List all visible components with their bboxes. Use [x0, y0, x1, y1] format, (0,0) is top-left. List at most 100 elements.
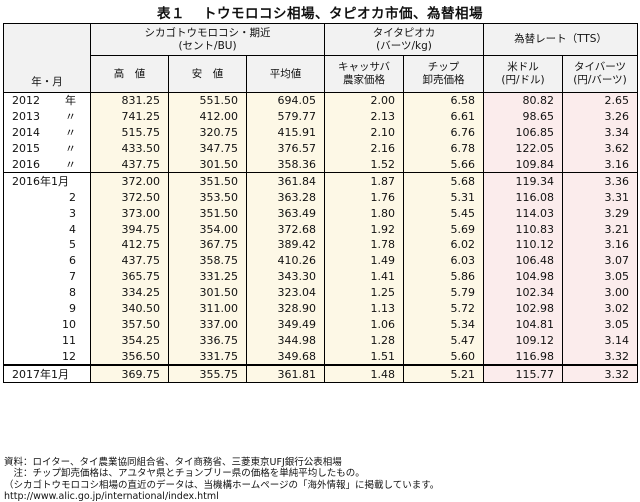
cell-chip: 6.76	[403, 124, 485, 141]
header-low: 安 値	[168, 55, 247, 93]
cell-chip: 5.69	[403, 221, 485, 238]
cell-low: 355.75	[168, 364, 247, 384]
table-title: 表１ トウモロコシ相場、タピオカ市価、為替相場	[0, 2, 640, 22]
cell-thb: 3.14	[562, 332, 639, 349]
cell-high: 334.25	[90, 284, 169, 301]
cell-thb: 3.00	[562, 284, 639, 301]
cell-high: 369.75	[90, 364, 169, 384]
year: 2015	[12, 142, 40, 156]
table-row: 2013 〃 741.25 412.00 579.77 2.13 6.61 98.…	[3, 108, 639, 125]
cell-cassava: 1.49	[324, 252, 405, 269]
cell-thb: 3.02	[562, 300, 639, 317]
cell-low: 347.75	[168, 140, 247, 157]
cell-avg: 361.84	[245, 172, 326, 190]
cell-chip: 5.31	[403, 189, 485, 206]
cell-usd: 106.48	[483, 252, 564, 269]
header-chip: チップ 卸売価格	[403, 55, 485, 93]
cell-avg: 694.05	[245, 91, 326, 109]
row-label: 9	[3, 300, 91, 317]
cell-usd: 104.98	[483, 268, 564, 285]
cell-cassava: 1.80	[324, 205, 405, 222]
cell-thb: 3.32	[562, 364, 639, 384]
header-avg: 平均値	[245, 55, 326, 93]
cell-avg: 361.81	[245, 364, 326, 384]
month-label: 9	[69, 302, 76, 316]
month-label: 2	[69, 190, 76, 204]
header-tapioca-group: タイタピオカ (バーツ/kg)	[324, 23, 485, 56]
cell-avg: 376.57	[245, 140, 326, 157]
cell-thb: 3.16	[562, 156, 639, 173]
cell-avg: 579.77	[245, 108, 326, 125]
month-label: 2016年1月	[12, 174, 69, 188]
table-row: 3 373.00 351.50 363.49 1.80 5.45 114.03 …	[3, 205, 639, 222]
table-row: 10 357.50 337.00 349.49 1.06 5.34 104.81…	[3, 316, 639, 333]
row-label: 4	[3, 221, 91, 238]
cell-cassava: 2.16	[324, 140, 405, 157]
table-row: 12 356.50 331.75 349.68 1.51 5.60 116.98…	[3, 348, 639, 366]
cell-cassava: 1.78	[324, 237, 405, 253]
source-note: 資料：ロイター、タイ農業協同組合省、タイ商務省、三菱東京UFJ銀行公表相場	[4, 457, 342, 468]
cell-usd: 119.34	[483, 172, 564, 190]
cell-low: 320.75	[168, 124, 247, 141]
cell-cassava: 1.87	[324, 172, 405, 190]
year: 2014	[12, 126, 40, 140]
table-row: 2017年1月 369.75 355.75 361.81 1.48 5.21 1…	[3, 364, 639, 384]
header-tapioca-title: タイタピオカ	[372, 26, 436, 39]
table-row: 7 365.75 331.25 343.30 1.41 5.86 104.98 …	[3, 268, 639, 285]
cell-cassava: 1.28	[324, 332, 405, 349]
table-row: 8 334.25 301.50 323.04 1.25 5.79 102.34 …	[3, 284, 639, 301]
table-row: 2015 〃 433.50 347.75 376.57 2.16 6.78 122…	[3, 140, 639, 157]
cell-cassava: 1.41	[324, 268, 405, 285]
cell-thb: 2.65	[562, 91, 639, 109]
table-row: 2012 年 831.25 551.50 694.05 2.00 6.58 80.…	[3, 91, 639, 109]
table-row: 2014 〃 515.75 320.75 415.91 2.10 6.76 106…	[3, 124, 639, 141]
row-label: 5	[3, 237, 91, 253]
cell-high: 433.50	[90, 140, 169, 157]
row-label: 10	[3, 316, 91, 333]
price-table: 年・月 シカゴトウモロコシ・期近 (セント/BU) タイタピオカ (バーツ/kg…	[3, 23, 639, 384]
cell-cassava: 1.92	[324, 221, 405, 238]
cell-thb: 3.26	[562, 108, 639, 125]
cell-low: 353.50	[168, 189, 247, 206]
cell-thb: 3.62	[562, 140, 639, 157]
cell-high: 365.75	[90, 268, 169, 285]
cell-high: 515.75	[90, 124, 169, 141]
row-label: 2	[3, 189, 91, 206]
cell-thb: 3.05	[562, 268, 639, 285]
table-number: 表１	[157, 6, 185, 22]
cell-low: 331.25	[168, 268, 247, 285]
cell-high: 437.75	[90, 156, 169, 173]
cell-usd: 116.08	[483, 189, 564, 206]
cell-high: 357.50	[90, 316, 169, 333]
header-fx-title: 為替レート（TTS）	[514, 33, 607, 45]
row-label: 2012 年	[3, 91, 91, 109]
cell-usd: 109.84	[483, 156, 564, 173]
year-suffix: 〃	[65, 126, 76, 140]
cell-chip: 6.78	[403, 140, 485, 157]
cell-avg: 343.30	[245, 268, 326, 285]
header-cassava: キャッサバ 農家価格	[324, 55, 405, 93]
cell-high: 372.50	[90, 189, 169, 206]
cell-chip: 6.61	[403, 108, 485, 125]
row-label: 6	[3, 252, 91, 269]
cell-usd: 110.12	[483, 237, 564, 253]
table-body: 2012 年 831.25 551.50 694.05 2.00 6.58 80.…	[3, 91, 639, 384]
row-label: 2015 〃	[3, 140, 91, 157]
cell-low: 412.00	[168, 108, 247, 125]
cell-cassava: 1.48	[324, 364, 405, 384]
header-thb-line2: (円/バーツ)	[573, 74, 627, 86]
year-suffix: 年	[65, 94, 76, 108]
cell-low: 331.75	[168, 348, 247, 366]
header-cassava-line2: 農家価格	[343, 74, 386, 86]
cell-low: 367.75	[168, 237, 247, 253]
row-label: 12	[3, 348, 91, 366]
row-label: 2013 〃	[3, 108, 91, 125]
cell-cassava: 1.06	[324, 316, 405, 333]
year: 2016	[12, 158, 40, 171]
cell-thb: 3.36	[562, 172, 639, 190]
year-suffix: 〃	[65, 158, 76, 171]
cell-chip: 5.21	[403, 364, 485, 384]
table-row: 2 372.50 353.50 363.28 1.76 5.31 116.08 …	[3, 189, 639, 206]
reference-note: （シカゴトウモロコシ相場の直近のデータは、当機構ホームページの「海外情報」に掲載…	[4, 479, 440, 491]
cell-cassava: 1.76	[324, 189, 405, 206]
